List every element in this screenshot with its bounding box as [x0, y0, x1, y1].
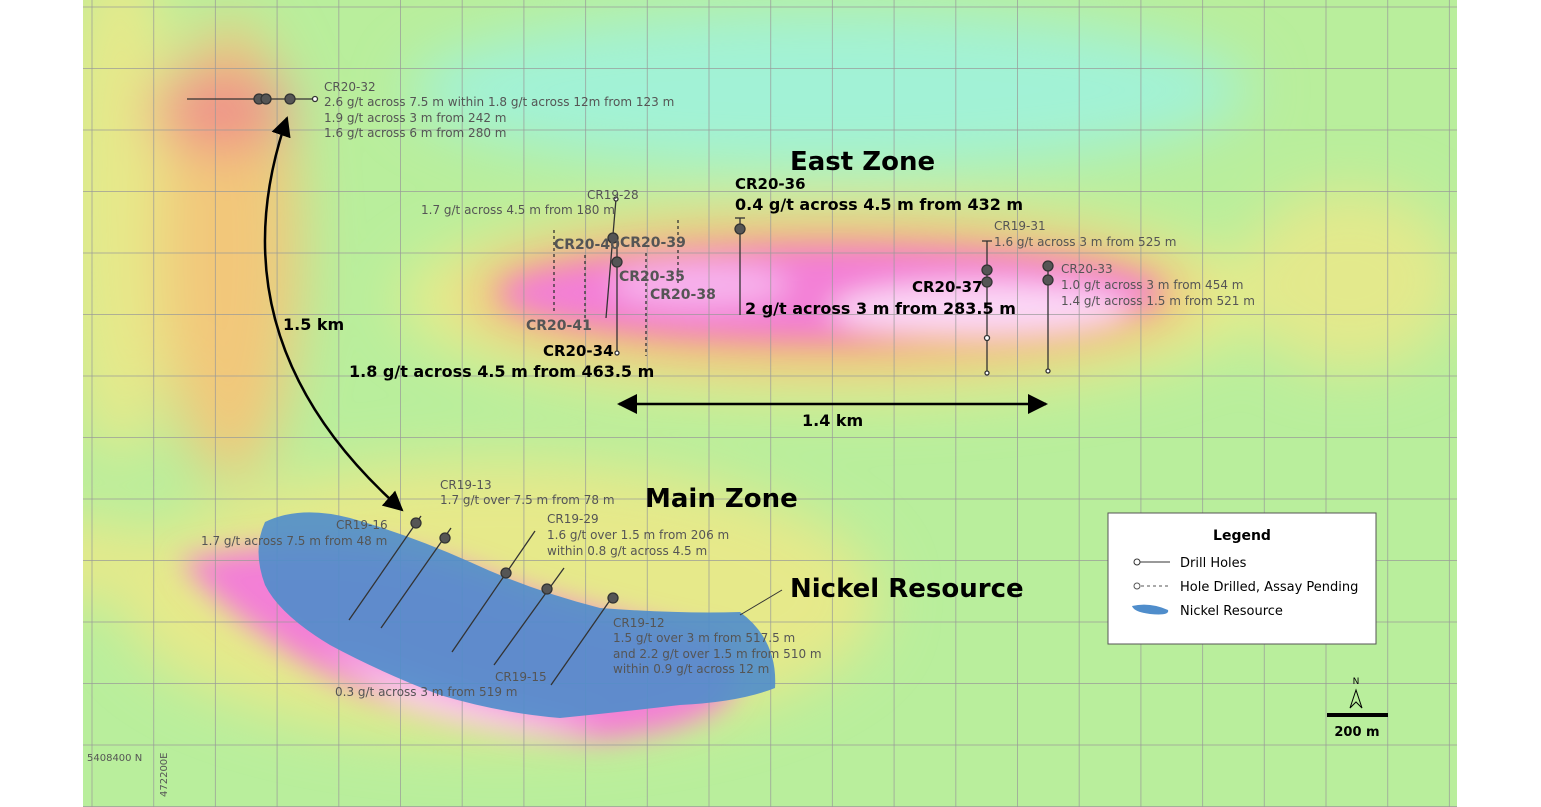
map-label: CR20-41 — [526, 318, 592, 334]
leader-line — [739, 589, 783, 616]
map-label: 2.6 g/t across 7.5 m within 1.8 g/t acro… — [324, 95, 674, 109]
map-label: 2 g/t across 3 m from 283.5 m — [745, 299, 1016, 318]
map-label: CR19-12 — [613, 616, 665, 630]
map-label: CR20-33 — [1061, 262, 1113, 276]
map-label: CR20-34 — [543, 342, 614, 360]
map-label: 1.5 g/t over 3 m from 517.5 m — [613, 631, 795, 645]
map-label: 1.5 km — [283, 315, 344, 334]
scale-bar: N 200 m — [1327, 677, 1388, 740]
map-label: 1.0 g/t across 3 m from 454 m — [1061, 278, 1243, 292]
legend-item: Nickel Resource — [1180, 604, 1283, 619]
distance-arrow — [263, 116, 404, 512]
legend-box — [1107, 512, 1377, 645]
map-label: 1.7 g/t across 4.5 m from 180 m — [421, 203, 615, 217]
map-label: CR19-29 — [547, 512, 599, 526]
legend-item: Hole Drilled, Assay Pending — [1180, 580, 1358, 595]
map-label: 1.4 km — [802, 411, 863, 430]
map-label: 1.7 g/t across 7.5 m from 48 m — [201, 534, 387, 548]
map-label: CR20-37 — [912, 278, 983, 296]
map-label: CR20-39 — [620, 235, 686, 251]
map-label: 1.9 g/t across 3 m from 242 m — [324, 111, 506, 125]
map-label: Nickel Resource — [790, 574, 1024, 604]
map-label: CR20-40 — [554, 237, 620, 253]
map-label: 0.4 g/t across 4.5 m from 432 m — [735, 195, 1023, 214]
map-label: 1.8 g/t across 4.5 m from 463.5 m — [349, 362, 654, 381]
map-label: 0.3 g/t across 3 m from 519 m — [335, 685, 517, 699]
legend-title: Legend — [1213, 528, 1271, 544]
heatmap — [83, 0, 1457, 807]
map-label: within 0.8 g/t across 4.5 m — [547, 544, 707, 558]
map-label: CR20-32 — [324, 80, 376, 94]
map-label: Main Zone — [645, 484, 798, 514]
legend: Legend Drill Holes Hole Drilled, Assay P… — [1107, 512, 1377, 645]
map-label: and 2.2 g/t over 1.5 m from 510 m — [613, 647, 822, 661]
map-label: 1.6 g/t over 1.5 m from 206 m — [547, 528, 729, 542]
map-label: 1.4 g/t across 1.5 m from 521 m — [1061, 294, 1255, 308]
scale-label: 200 m — [1334, 725, 1379, 740]
easting-label: 472200E — [159, 753, 170, 798]
drill-holes — [187, 93, 1054, 686]
map-label: CR19-16 — [336, 518, 388, 532]
north-label: N — [1353, 677, 1360, 687]
map-label: CR19-13 — [440, 478, 492, 492]
map-label: CR19-31 — [994, 219, 1046, 233]
legend-item: Drill Holes — [1180, 556, 1247, 571]
map-label: CR20-38 — [650, 287, 716, 303]
map-label: CR19-28 — [587, 188, 639, 202]
map-label: CR19-15 — [495, 670, 547, 684]
northing-label: 5408400 N — [87, 753, 142, 764]
map-label: CR20-35 — [619, 269, 685, 285]
map-label: 1.7 g/t over 7.5 m from 78 m — [440, 493, 615, 507]
map-label: 1.6 g/t across 3 m from 525 m — [994, 235, 1176, 249]
map-label: within 0.9 g/t across 12 m — [613, 662, 769, 676]
labels: CR20-322.6 g/t across 7.5 m within 1.8 g… — [201, 80, 1255, 699]
map-label: CR20-36 — [735, 175, 806, 193]
map-label: 1.6 g/t across 6 m from 280 m — [324, 126, 506, 140]
map-label: East Zone — [790, 147, 935, 177]
